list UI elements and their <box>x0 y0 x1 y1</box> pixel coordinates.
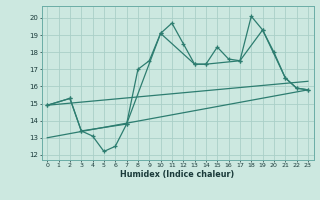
X-axis label: Humidex (Indice chaleur): Humidex (Indice chaleur) <box>120 170 235 179</box>
